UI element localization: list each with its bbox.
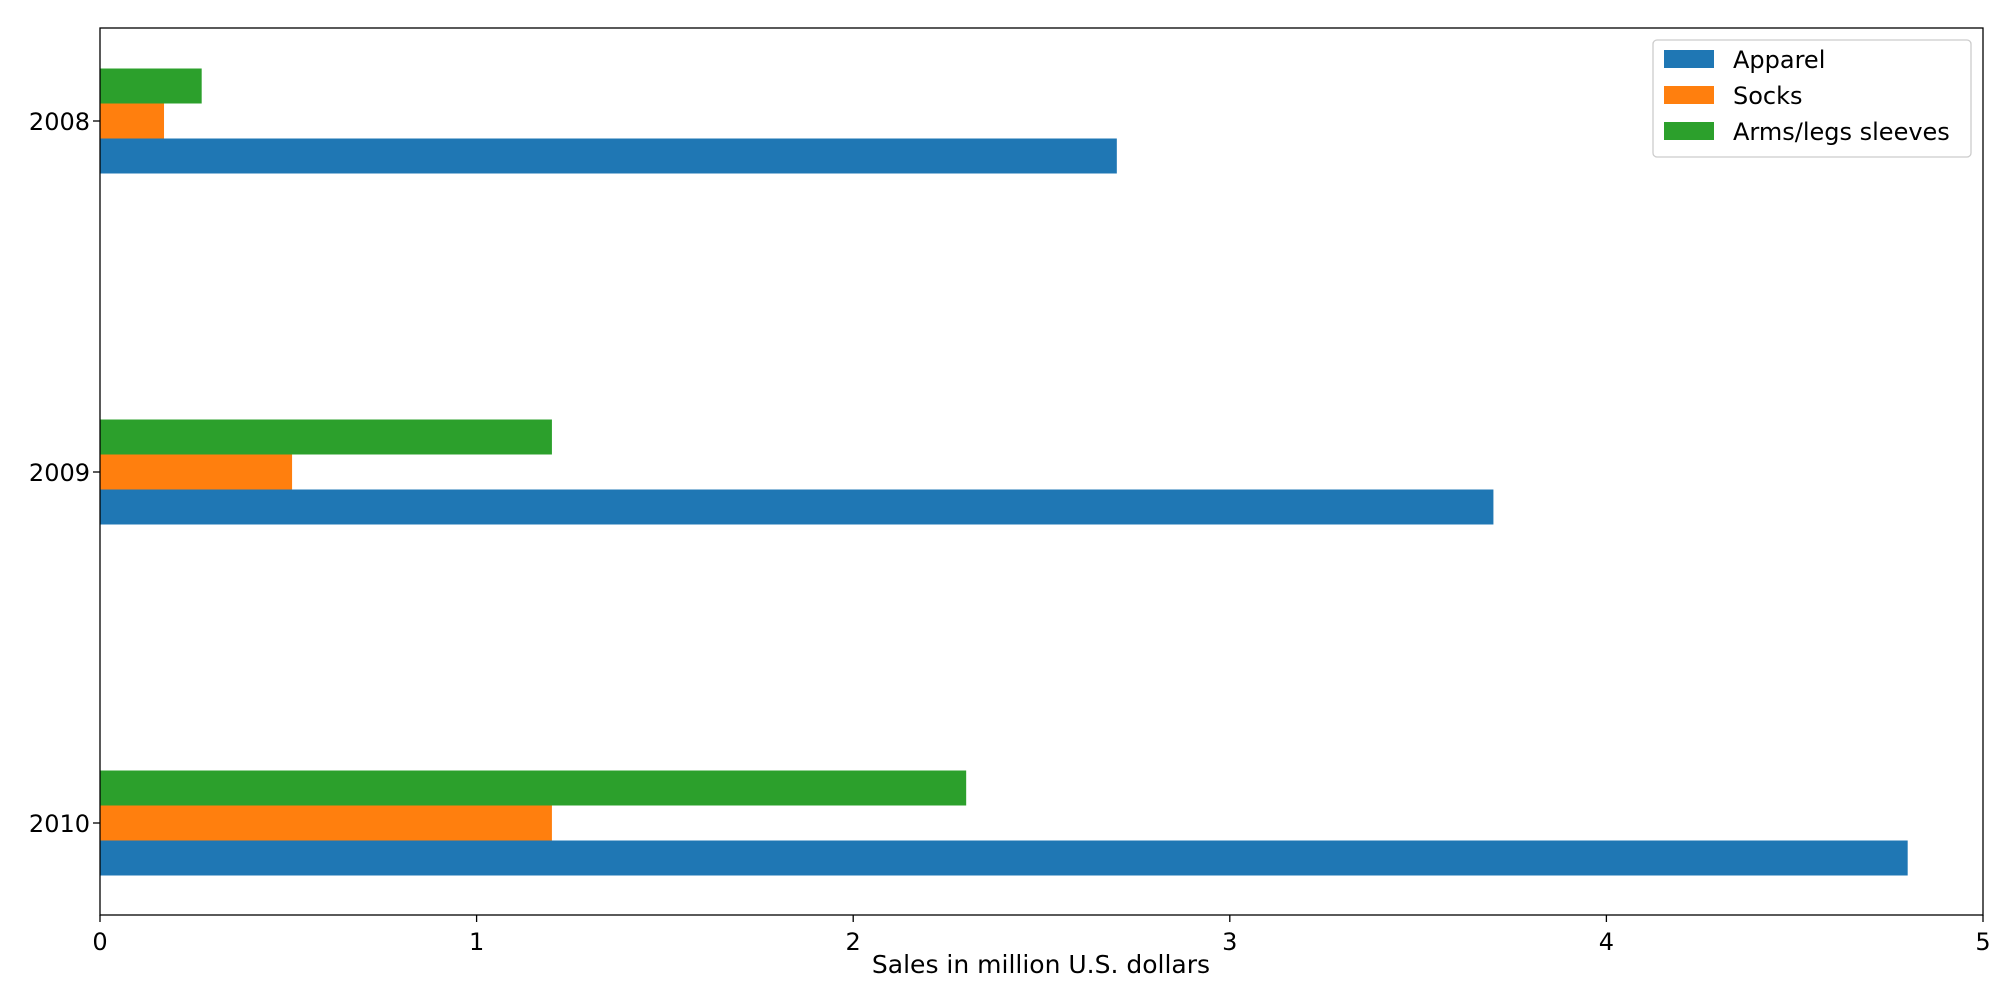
bar-apparel-2009 <box>100 489 1494 525</box>
bar-arms-legs-sleeves-2008 <box>100 68 202 104</box>
bar-socks-2009 <box>100 454 293 490</box>
x-tick-label: 2 <box>846 928 861 956</box>
x-tick-label: 0 <box>92 928 107 956</box>
bar-socks-2008 <box>100 103 165 139</box>
y-tick-label: 2010 <box>29 810 90 838</box>
bar-arms-legs-sleeves-2010 <box>100 770 967 806</box>
bar-apparel-2008 <box>100 138 1117 174</box>
x-tick-label: 4 <box>1599 928 1614 956</box>
legend: Apparel Socks Arms/legs sleeves <box>1652 39 1972 158</box>
bars-group <box>100 68 1908 876</box>
legend-label: Arms/legs sleeves <box>1733 118 1950 146</box>
legend-label: Apparel <box>1733 46 1825 74</box>
legend-box <box>1652 39 1972 158</box>
x-axis: 0 1 2 3 4 5 <box>92 915 1991 956</box>
legend-swatch-apparel <box>1664 50 1714 68</box>
x-tick-label: 5 <box>1975 928 1990 956</box>
bar-socks-2010 <box>100 805 552 841</box>
x-tick-label: 1 <box>469 928 484 956</box>
y-tick-label: 2008 <box>29 108 90 136</box>
legend-label: Socks <box>1733 82 1803 110</box>
bar-apparel-2010 <box>100 840 1908 876</box>
y-axis: 2008 2009 2010 <box>29 108 100 838</box>
x-tick-label: 3 <box>1222 928 1237 956</box>
x-axis-label: Sales in million U.S. dollars <box>872 950 1210 979</box>
legend-swatch-socks <box>1664 86 1714 104</box>
y-tick-label: 2009 <box>29 459 90 487</box>
legend-swatch-arms-legs-sleeves <box>1664 122 1714 140</box>
bar-arms-legs-sleeves-2009 <box>100 419 552 455</box>
